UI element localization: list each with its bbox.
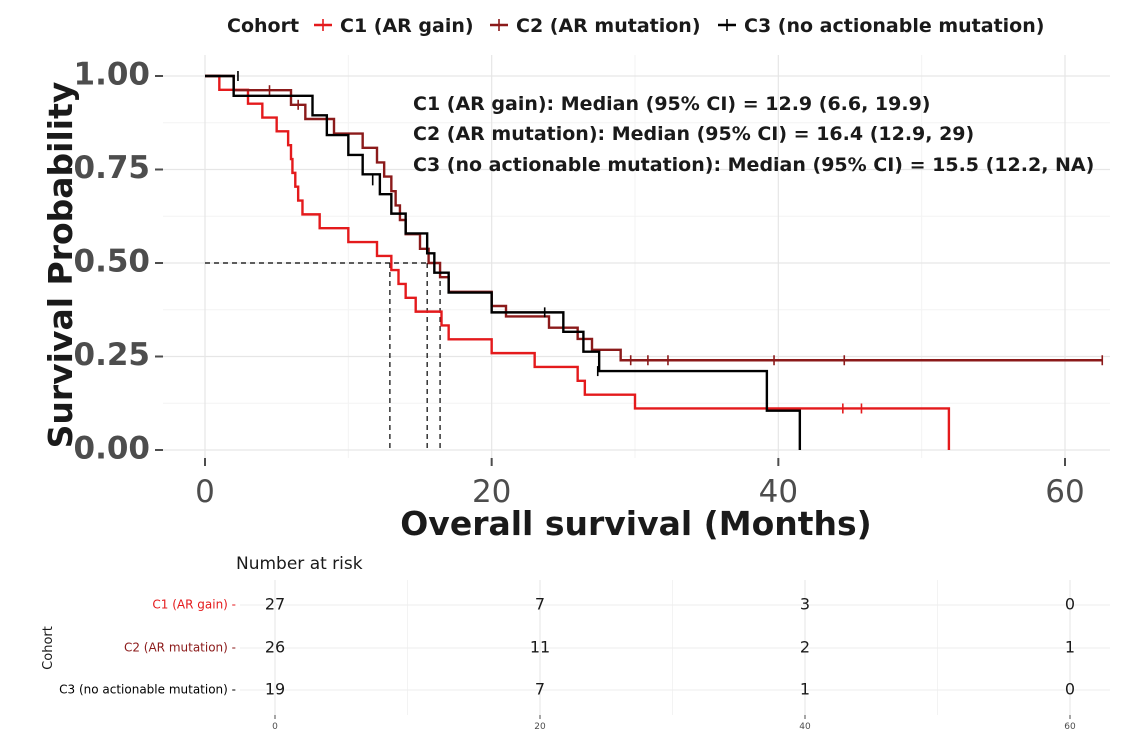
- series-1-curve: [205, 74, 951, 450]
- series-2-curve: [205, 74, 1104, 366]
- legend-label: C2 (AR mutation): [516, 15, 701, 37]
- risk-x-tick-label: 20: [534, 722, 546, 732]
- y-tick-label: 1.00: [74, 57, 151, 93]
- median-lines: [205, 262, 441, 450]
- y-axis-title: Survival Probability: [41, 82, 80, 449]
- risk-count: 0: [1065, 595, 1075, 614]
- annotation-c2-median: C2 (AR mutation): Median (95% CI) = 16.4…: [413, 123, 974, 145]
- x-tick-label: 60: [1045, 474, 1084, 510]
- risk-row-label: C2 (AR mutation) -: [124, 641, 236, 655]
- risk-row-label: C1 (AR gain) -: [152, 598, 236, 612]
- annotation-c3-median: C3 (no actionable mutation): Median (95%…: [413, 154, 1094, 176]
- legend-title: Cohort: [227, 15, 299, 37]
- risk-count: 3: [800, 595, 810, 614]
- risk-x-tick-label: 0: [272, 722, 278, 732]
- risk-count: 1: [800, 680, 810, 699]
- risk-count: 11: [530, 638, 550, 657]
- y-tick-label: 0.00: [74, 431, 151, 467]
- survival-curve: [205, 74, 951, 450]
- y-tick-label: 0.25: [74, 337, 151, 373]
- risk-count: 26: [265, 638, 285, 657]
- legend-label: C1 (AR gain): [340, 15, 474, 37]
- y-tick-label: 0.75: [74, 150, 151, 186]
- plot-panel: 0.00 0.25 0.50 0.75 1.00 0 20 40 60: [74, 55, 1110, 510]
- annotation-c1-median: C1 (AR gain): Median (95% CI) = 12.9 (6.…: [413, 93, 931, 115]
- risk-count: 0: [1065, 680, 1075, 699]
- risk-x-tick-label: 60: [1064, 722, 1076, 732]
- median-annotations: C1 (AR gain): Median (95% CI) = 12.9 (6.…: [413, 93, 1094, 176]
- survival-curve: [205, 74, 802, 450]
- risk-table-y-title: Cohort: [41, 626, 56, 670]
- x-axis-title: Overall survival (Months): [400, 504, 872, 543]
- risk-count: 7: [535, 680, 545, 699]
- risk-count: 7: [535, 595, 545, 614]
- series-3-curve: [205, 71, 802, 450]
- x-tick-label: 40: [759, 474, 798, 510]
- risk-table-title: Number at risk: [236, 554, 363, 574]
- risk-count: 19: [265, 680, 285, 699]
- legend: Cohort C1 (AR gain) C2 (AR mutation) C3 (n…: [227, 15, 1044, 37]
- legend-label: C3 (no actionable mutation): [744, 15, 1044, 37]
- risk-row-label: C3 (no actionable mutation) -: [59, 683, 236, 697]
- risk-table: Number at risk Cohort C1 (AR gain) -27 7 3…: [41, 554, 1110, 732]
- risk-count: 2: [800, 638, 810, 657]
- risk-x-tick-label: 40: [799, 722, 811, 732]
- survival-curve: [205, 74, 1103, 362]
- y-tick-label: 0.50: [74, 244, 151, 280]
- x-tick-label: 0: [195, 474, 215, 510]
- x-tick-label: 20: [472, 474, 511, 510]
- risk-count: 1: [1065, 638, 1075, 657]
- risk-count: 27: [265, 595, 285, 614]
